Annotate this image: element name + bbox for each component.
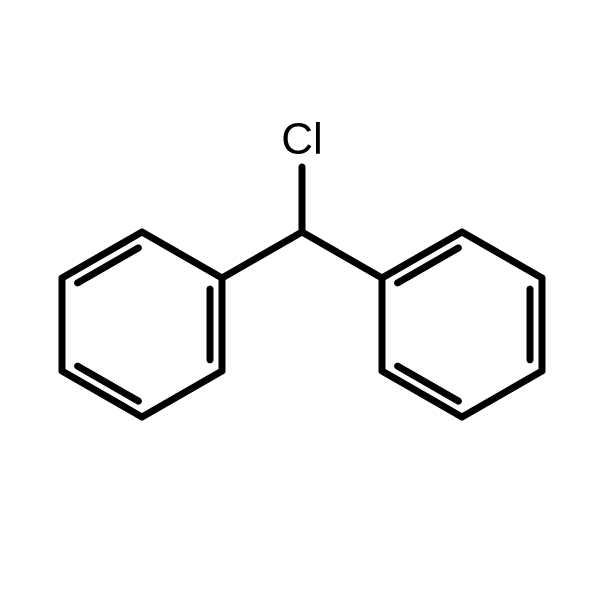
atom-label-cl: Cl xyxy=(281,115,323,164)
molecule-diagram: Cl xyxy=(0,0,600,600)
